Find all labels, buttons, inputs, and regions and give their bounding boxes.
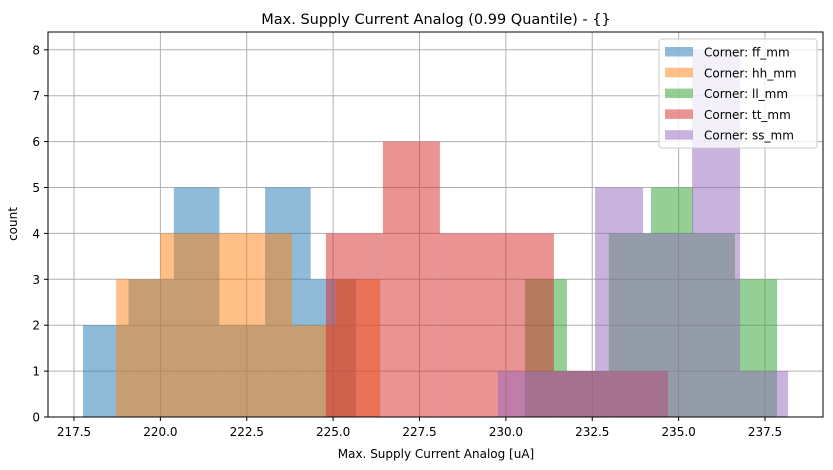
legend-item: Corner: tt_mm [665,108,791,122]
x-tick-label: 227.5 [402,425,436,439]
x-axis-label: Max. Supply Current Analog [uA] [338,447,534,461]
x-tick-label: 222.5 [230,425,264,439]
y-tick-label: 7 [32,89,40,103]
histogram-bar [545,371,596,417]
legend-swatch [665,67,693,78]
histogram-bar [497,371,546,417]
legend-swatch [665,47,693,57]
x-tick-label: 237.5 [748,425,782,439]
x-tick-label: 232.5 [575,425,609,439]
legend-swatch [665,88,693,99]
legend-item: Corner: hh_mm [665,66,797,80]
y-tick-label: 1 [32,365,40,379]
x-tick-label: 220.0 [143,425,177,439]
histogram-bar [439,233,497,417]
y-tick-label: 8 [32,43,40,57]
histogram-bar [595,187,644,417]
y-tick-label: 3 [32,273,40,287]
histogram-bar [116,279,161,417]
legend-item: Corner: ff_mm [665,46,790,60]
legend-label: Corner: ll_mm [704,87,788,101]
x-axis: 217.5 220.0 222.5 225.0 227.5 230.0 232.5 235.0… [57,417,782,439]
legend: Corner: ff_mm Corner: hh_mm Corner: ll_mm C… [658,38,818,149]
x-tick-label: 225.0 [316,425,350,439]
histogram-bar [643,233,693,417]
legend-box [658,38,818,149]
histogram-bar [248,233,293,417]
legend-label: Corner: tt_mm [704,108,791,122]
y-tick-label: 4 [32,227,40,241]
legend-label: Corner: ff_mm [704,46,790,60]
legend-swatch [665,130,693,140]
x-tick-label: 235.0 [661,425,695,439]
histogram-bar [740,371,789,417]
y-tick-label: 6 [32,135,40,149]
legend-item: Corner: ll_mm [665,87,788,101]
y-tick-label: 2 [32,319,40,333]
legend-label: Corner: ss_mm [704,129,794,143]
histogram-bars [82,49,789,418]
legend-item: Corner: ss_mm [665,129,794,143]
y-tick-label: 0 [32,411,40,425]
histogram-bar [325,233,383,417]
axes-frame [47,31,824,418]
legend-label: Corner: hh_mm [704,66,797,80]
x-tick-label: 217.5 [57,425,91,439]
chart-title: Max. Supply Current Analog (0.99 Quantil… [261,12,610,28]
histogram-bar [203,233,249,417]
histogram-bar [382,141,440,417]
legend-swatch [665,109,693,119]
y-axis-label: count [6,207,20,241]
y-axis: 0 1 2 3 4 5 6 7 8 [32,43,48,425]
y-tick-label: 5 [32,181,40,195]
histogram-bar [160,233,204,417]
x-tick-label: 230.0 [489,425,523,439]
